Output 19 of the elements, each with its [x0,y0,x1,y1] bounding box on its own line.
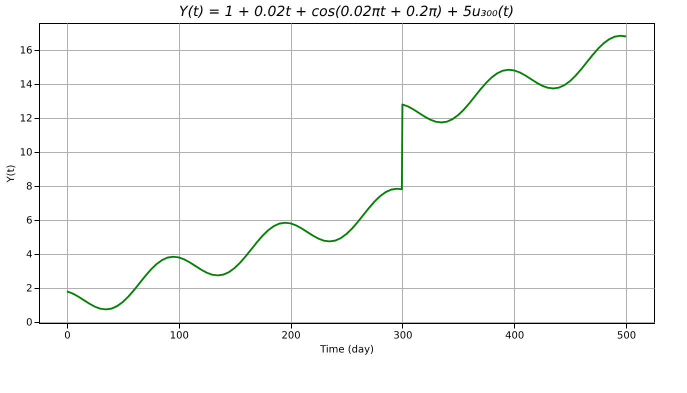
x-tick-label: 500 [617,330,636,342]
y-axis-title: Y(t) [6,164,17,184]
y-tick-label: 10 [20,148,32,159]
x-axis-title: Time (day) [319,344,374,356]
y-tick-label: 8 [26,182,32,193]
y-tick-label: 14 [20,80,32,91]
y-tick-label: 12 [20,114,32,125]
x-tick-label: 200 [282,330,301,342]
y-tick-label: 4 [26,250,32,261]
y-tick-label: 6 [26,216,32,227]
y-tick-label: 0 [26,318,32,329]
x-tick-label: 100 [170,330,189,342]
y-tick-label: 16 [20,46,32,57]
line-series [66,34,627,310]
x-tick-label: 300 [393,330,412,342]
chart-title: Y(t) = 1 + 0.02t + cos(0.02πt + 0.2π) + 5u₃₀₀(t) [179,4,514,20]
x-tick-label: 0 [64,330,71,342]
y-tick-label: 2 [26,284,32,295]
x-tick-label: 400 [505,330,524,342]
